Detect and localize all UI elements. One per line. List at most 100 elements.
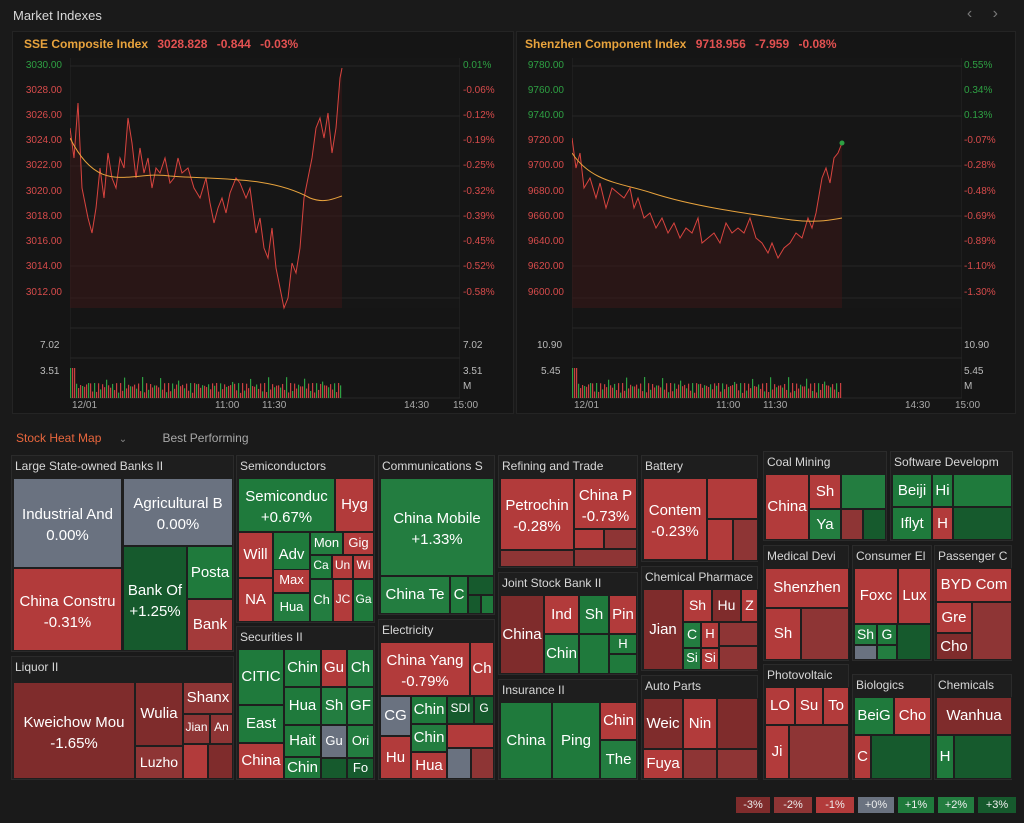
heatmap-tile[interactable] — [841, 509, 863, 540]
heatmap-tile[interactable]: Bank Of +1.25% — [123, 546, 187, 651]
heatmap-tile[interactable] — [877, 645, 897, 660]
nav-arrows[interactable]: ‹ › — [966, 5, 1006, 22]
heatmap-tile[interactable]: CG — [380, 696, 411, 736]
heatmap-tile[interactable] — [863, 509, 886, 540]
heatmap-tile[interactable]: Mon — [310, 532, 343, 555]
heatmap-tile[interactable]: BeiG — [854, 697, 894, 735]
heatmap-tile[interactable]: Industrial And 0.00% — [13, 478, 122, 568]
heatmap-tile[interactable]: China Yang -0.79% — [380, 642, 470, 696]
heatmap-tile[interactable] — [604, 529, 637, 549]
heatmap-card-banks[interactable]: Large State-owned Banks II Industrial And… — [11, 455, 234, 652]
heatmap-tile[interactable]: Hu — [380, 736, 411, 779]
heatmap-tile[interactable]: JC — [333, 579, 353, 622]
heatmap-tile[interactable]: Hyg — [335, 478, 374, 532]
heatmap-tile[interactable]: Luzho — [135, 746, 183, 779]
heatmap-tile[interactable] — [683, 749, 717, 779]
heatmap-card-auto[interactable]: Auto Parts Weic Nin Fuya — [641, 675, 758, 780]
heatmap-card-chems[interactable]: Chemicals Wanhua H — [934, 674, 1012, 780]
heatmap-tile[interactable] — [789, 725, 849, 779]
heatmap-tile[interactable]: Foxc — [854, 568, 898, 624]
heatmap-tile[interactable] — [953, 474, 1012, 507]
heatmap-tile[interactable] — [717, 749, 758, 779]
heatmap-tile[interactable]: Ca — [310, 555, 332, 579]
heatmap-tile[interactable]: Ping — [552, 702, 600, 779]
heatmap-tile[interactable]: Petrochin -0.28% — [500, 478, 574, 550]
heatmap-tile[interactable]: Hait — [284, 725, 321, 757]
heatmap-tile[interactable]: Kweichow Mou -1.65% — [13, 682, 135, 779]
heatmap-tile[interactable]: H — [936, 735, 954, 779]
heatmap-tile[interactable]: Contem -0.23% — [643, 478, 707, 560]
heatmap-tile[interactable]: Wanhua — [936, 697, 1012, 735]
heatmap-tile[interactable]: Hua — [411, 752, 447, 779]
heatmap-tile[interactable]: H — [701, 622, 719, 648]
heatmap-tile[interactable]: Pin — [609, 595, 637, 634]
heatmap-tile[interactable] — [471, 748, 494, 779]
heatmap-tile[interactable]: Gu — [321, 649, 347, 687]
heatmap-tile[interactable]: East — [238, 705, 284, 743]
heatmap-tile[interactable]: China — [500, 595, 544, 674]
heatmap-tile[interactable]: Agricultural B 0.00% — [123, 478, 233, 546]
heatmap-card-soft[interactable]: Software Developm Beiji Hi Iflyt H — [890, 451, 1013, 541]
heatmap-tile[interactable]: Ga — [353, 579, 374, 622]
tab-stock-heat-map[interactable]: Stock Heat Map — [16, 431, 102, 445]
heatmap-tile[interactable]: China Te — [380, 576, 450, 614]
heatmap-tile[interactable]: Chin — [411, 696, 447, 724]
heatmap-tile[interactable]: Chin — [284, 757, 321, 779]
heatmap-tile[interactable]: Weic — [643, 698, 683, 749]
heatmap-tile[interactable] — [481, 595, 494, 614]
heatmap-tile[interactable] — [854, 645, 877, 660]
heatmap-card-elec[interactable]: Electricity China Yang -0.79% Ch CG Chin SDI G C… — [378, 619, 495, 780]
heatmap-tile[interactable] — [579, 634, 609, 674]
heatmap-tile[interactable]: Si — [701, 648, 719, 670]
heatmap-tile[interactable]: SDI — [447, 696, 474, 724]
heatmap-tile[interactable]: G — [474, 696, 494, 724]
heatmap-tile[interactable]: GF — [347, 687, 374, 725]
heatmap-tile[interactable]: Sh — [765, 608, 801, 660]
heatmap-tile[interactable]: Jian — [643, 589, 683, 670]
heatmap-tile[interactable]: Beiji — [892, 474, 932, 507]
heatmap-tile[interactable] — [972, 602, 1012, 660]
heatmap-tile[interactable]: Gig — [343, 532, 374, 555]
heatmap-tile[interactable]: China Constru -0.31% — [13, 568, 122, 651]
heatmap-tile[interactable] — [717, 698, 758, 749]
heatmap-tile[interactable] — [468, 576, 494, 595]
heatmap-tile[interactable]: C — [854, 735, 871, 779]
heatmap-tile[interactable] — [447, 724, 494, 748]
heatmap-tile[interactable]: China Mobile +1.33% — [380, 478, 494, 576]
heatmap-card-pass[interactable]: Passenger C BYD Com Gre Cho — [934, 545, 1012, 661]
heatmap-tile[interactable]: Bank — [187, 599, 233, 651]
heatmap-card-chem[interactable]: Chemical Pharmace Jian Sh Hu Z C H Si Si — [641, 566, 758, 671]
heatmap-tile[interactable]: An — [210, 714, 233, 744]
heatmap-tile[interactable] — [609, 654, 637, 674]
heatmap-tile[interactable]: China P -0.73% — [574, 478, 637, 529]
heatmap-card-batt[interactable]: Battery Contem -0.23% — [641, 455, 758, 562]
heatmap-tile[interactable]: Ch — [347, 649, 374, 687]
heatmap-card-ins[interactable]: Insurance II China Ping Chin The — [498, 679, 638, 780]
heatmap-tile[interactable] — [707, 519, 733, 561]
heatmap-tile[interactable] — [574, 529, 604, 549]
heatmap-tile[interactable]: Nin — [683, 698, 717, 749]
heatmap-tile[interactable]: Hu — [712, 589, 741, 622]
heatmap-tile[interactable]: Ind — [544, 595, 579, 634]
heatmap-tile[interactable]: Cho — [936, 633, 972, 660]
heatmap-card-med[interactable]: Medical Devi Shenzhen Sh — [763, 545, 849, 661]
heatmap-tile[interactable] — [954, 735, 1012, 779]
heatmap-tile[interactable]: Chin — [600, 702, 637, 740]
heatmap-tile[interactable]: Wi — [353, 555, 374, 579]
heatmap-tile[interactable]: Sh — [683, 589, 712, 622]
heatmap-tile[interactable]: Jian — [183, 714, 210, 744]
heatmap-tile[interactable] — [208, 744, 233, 779]
heatmap-tile[interactable]: G — [877, 624, 897, 645]
heatmap-tile[interactable]: Ya — [809, 509, 841, 540]
heatmap-tile[interactable]: To — [823, 687, 849, 725]
heatmap-tile[interactable]: Ch — [310, 579, 333, 622]
heatmap-card-jsb[interactable]: Joint Stock Bank II China Ind Sh Pin Chin H — [498, 572, 638, 675]
heatmap-tile[interactable]: Cho — [894, 697, 931, 735]
heatmap-tile[interactable]: Si — [683, 648, 701, 670]
heatmap-tile[interactable]: Shanx — [183, 682, 233, 714]
heatmap-tile[interactable]: Su — [795, 687, 823, 725]
heatmap-tile[interactable]: China — [500, 702, 552, 779]
heatmap-tile[interactable]: Iflyt — [892, 507, 932, 540]
heatmap-tile[interactable]: Posta — [187, 546, 233, 599]
heatmap-tile[interactable] — [183, 744, 208, 779]
